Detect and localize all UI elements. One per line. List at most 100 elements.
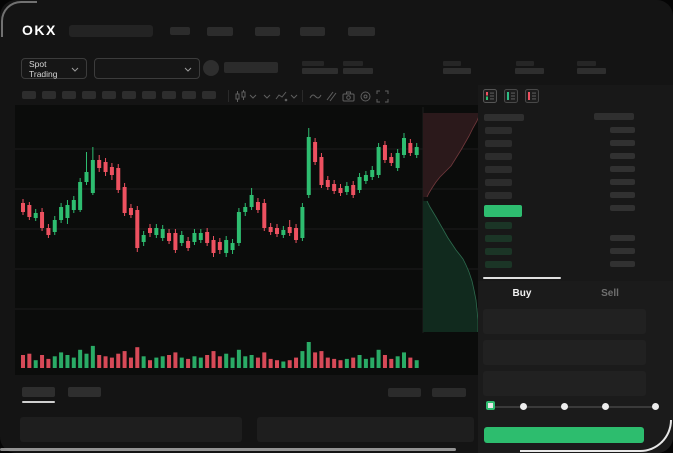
stat-label-placeholder — [343, 61, 363, 66]
candlestick-style-icon[interactable] — [234, 90, 247, 103]
nav-item-placeholder[interactable] — [255, 27, 280, 36]
amount-slider-track — [489, 406, 656, 408]
active-tab-underline — [22, 401, 55, 403]
stat-value-placeholder — [443, 68, 471, 74]
amount-slider-stops — [478, 85, 673, 453]
stat-label-placeholder — [577, 61, 596, 66]
ask-amount-placeholder — [610, 127, 635, 133]
ask-price-placeholder[interactable] — [485, 179, 512, 186]
orders-table-placeholder — [257, 417, 474, 442]
amount-slider-handle[interactable] — [486, 401, 495, 410]
bid-price-placeholder[interactable] — [485, 261, 512, 268]
market-type-label: Spot Trading — [29, 58, 58, 79]
device-corner-accent — [1, 1, 37, 37]
nav-item-placeholder[interactable] — [300, 27, 325, 36]
stat-value-placeholder — [302, 68, 338, 74]
slider-stop-dot[interactable] — [520, 403, 527, 410]
bottom-action-placeholder[interactable] — [432, 388, 466, 397]
chevron-down-icon — [184, 64, 192, 74]
ask-amount-placeholder — [610, 179, 635, 185]
timeframe-placeholder[interactable] — [82, 91, 96, 99]
ask-amount-placeholder — [610, 140, 635, 146]
buy-tab-indicator — [483, 277, 561, 279]
trade-input-placeholder[interactable] — [483, 340, 646, 365]
bottom-tab-placeholder[interactable] — [68, 387, 101, 397]
nav-item-placeholder[interactable] — [207, 27, 233, 36]
timeframe-placeholder[interactable] — [122, 91, 136, 99]
toolbar-separator — [302, 90, 303, 102]
timeframe-placeholder[interactable] — [162, 91, 176, 99]
stat-value-placeholder — [515, 68, 544, 74]
orderbook-view-combined-icon[interactable] — [483, 89, 497, 103]
nav-item-placeholder[interactable] — [348, 27, 375, 36]
ask-amount-placeholder — [610, 166, 635, 172]
settings-gear-icon[interactable] — [359, 90, 372, 103]
timeframe-placeholder[interactable] — [202, 91, 216, 99]
chevron-down-icon[interactable] — [290, 94, 303, 107]
slider-stop-dot[interactable] — [561, 403, 568, 410]
market-type-dropdown[interactable]: Spot Trading — [21, 58, 87, 79]
nav-item-placeholder[interactable] — [170, 27, 190, 35]
slider-stop-dot[interactable] — [652, 403, 659, 410]
tab-buy[interactable]: Buy — [512, 287, 532, 299]
last-price-bar[interactable] — [484, 205, 522, 217]
orderbook-price-header-placeholder — [484, 114, 524, 121]
search-input[interactable] — [69, 25, 153, 37]
indicators-icon[interactable] — [275, 90, 288, 103]
fullscreen-icon[interactable] — [376, 90, 389, 103]
chevron-down-icon[interactable] — [263, 94, 276, 107]
bid-price-placeholder[interactable] — [485, 235, 512, 242]
ask-price-placeholder[interactable] — [485, 192, 512, 199]
orders-table-placeholder — [20, 417, 242, 442]
bid-amount-placeholder — [610, 248, 635, 254]
slider-stop-dot[interactable] — [602, 403, 609, 410]
ask-price-placeholder[interactable] — [485, 153, 512, 160]
bid-price-placeholder[interactable] — [485, 248, 512, 255]
chevron-down-icon — [71, 64, 79, 74]
tab-sell[interactable]: Sell — [601, 287, 619, 299]
ask-price-placeholder[interactable] — [485, 127, 512, 134]
trade-inputs — [478, 85, 673, 453]
coin-icon — [203, 60, 219, 76]
ask-amount-placeholder — [610, 192, 635, 198]
ask-amount-placeholder — [610, 205, 635, 211]
order-book-panel: Buy Sell — [478, 85, 673, 453]
chevron-down-icon[interactable] — [249, 94, 262, 107]
stat-value-placeholder — [577, 68, 606, 74]
price-chart[interactable] — [15, 105, 478, 375]
device-bottom-edge — [0, 448, 456, 451]
pair-selector-dropdown[interactable] — [94, 58, 200, 79]
ask-price-placeholder[interactable] — [485, 166, 512, 173]
ask-price-placeholder[interactable] — [485, 140, 512, 147]
orderbook-view-bids-icon[interactable] — [504, 89, 518, 103]
drawing-tools-icon[interactable] — [325, 90, 338, 103]
timeframe-placeholder[interactable] — [142, 91, 156, 99]
bid-amount-placeholder — [610, 235, 635, 241]
timeframe-row — [0, 91, 478, 100]
timeframe-placeholder[interactable] — [22, 91, 36, 99]
bottom-action-placeholder[interactable] — [388, 388, 421, 397]
ask-amount-placeholder — [610, 153, 635, 159]
trade-input-placeholder[interactable] — [483, 371, 646, 396]
screenshot-camera-icon[interactable] — [342, 90, 355, 103]
bottom-tab-placeholder[interactable] — [22, 387, 55, 397]
bid-price-placeholder[interactable] — [485, 222, 512, 229]
device-corner-accent — [520, 420, 672, 452]
orderbook-view-asks-icon[interactable] — [525, 89, 539, 103]
timeframe-placeholder[interactable] — [42, 91, 56, 99]
bid-amount-placeholder — [610, 261, 635, 267]
trend-line-icon[interactable] — [309, 90, 322, 103]
toolbar-separator — [228, 90, 229, 102]
pair-name-placeholder — [224, 62, 278, 73]
order-book — [478, 85, 673, 453]
stat-label-placeholder — [516, 61, 534, 66]
stat-label-placeholder — [443, 61, 461, 66]
timeframe-placeholder[interactable] — [62, 91, 76, 99]
timeframe-placeholder[interactable] — [102, 91, 116, 99]
timeframe-placeholder[interactable] — [182, 91, 196, 99]
trade-input-placeholder[interactable] — [483, 309, 646, 334]
stat-label-placeholder — [302, 61, 324, 66]
stat-value-placeholder — [343, 68, 373, 74]
